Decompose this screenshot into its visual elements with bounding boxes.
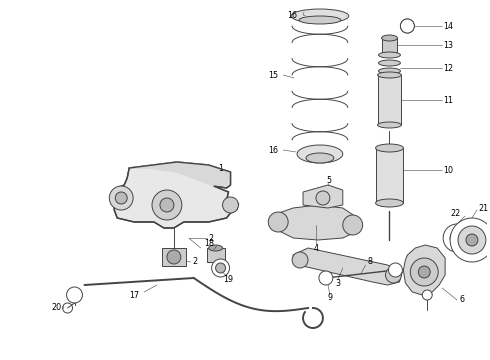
Text: 4: 4: [314, 243, 319, 252]
Ellipse shape: [379, 52, 400, 58]
Ellipse shape: [378, 122, 401, 128]
Circle shape: [443, 224, 471, 252]
Ellipse shape: [379, 68, 400, 74]
Circle shape: [268, 212, 288, 232]
Ellipse shape: [291, 9, 349, 23]
Ellipse shape: [375, 199, 403, 207]
Ellipse shape: [297, 145, 343, 163]
Circle shape: [458, 226, 486, 254]
Circle shape: [316, 191, 330, 205]
Text: 1: 1: [219, 163, 223, 172]
Text: 17: 17: [129, 291, 139, 300]
Circle shape: [63, 303, 73, 313]
Text: 9: 9: [328, 293, 333, 302]
Circle shape: [400, 19, 415, 33]
Text: 8: 8: [368, 257, 372, 266]
Circle shape: [422, 290, 432, 300]
Circle shape: [319, 271, 333, 285]
Text: 6: 6: [459, 296, 464, 305]
Text: 16: 16: [268, 145, 278, 154]
Circle shape: [404, 23, 410, 29]
Circle shape: [115, 192, 127, 204]
Circle shape: [222, 197, 239, 213]
Ellipse shape: [382, 35, 397, 41]
Circle shape: [450, 231, 464, 245]
Text: 21: 21: [478, 203, 488, 212]
Text: 11: 11: [443, 95, 453, 104]
Text: 18: 18: [204, 239, 214, 248]
Circle shape: [410, 258, 438, 286]
Text: 15: 15: [268, 71, 278, 80]
Text: 19: 19: [223, 275, 234, 284]
Bar: [382, 38, 397, 52]
Text: 13: 13: [443, 41, 453, 50]
Text: 16: 16: [287, 10, 297, 19]
Text: 2: 2: [193, 257, 198, 266]
Ellipse shape: [306, 153, 334, 163]
Circle shape: [292, 252, 308, 268]
Polygon shape: [293, 248, 402, 285]
Text: 22: 22: [450, 208, 460, 217]
Text: 3: 3: [336, 279, 341, 288]
Circle shape: [167, 250, 181, 264]
Polygon shape: [114, 162, 239, 228]
Ellipse shape: [299, 16, 341, 24]
Bar: [378, 75, 401, 125]
Polygon shape: [403, 245, 445, 295]
Ellipse shape: [378, 72, 401, 78]
Bar: [207, 248, 224, 262]
Polygon shape: [129, 162, 230, 186]
Circle shape: [418, 266, 430, 278]
Polygon shape: [303, 185, 343, 208]
Ellipse shape: [379, 60, 400, 66]
Text: 20: 20: [51, 303, 62, 312]
Circle shape: [67, 287, 82, 303]
Text: 5: 5: [326, 176, 331, 185]
Circle shape: [343, 215, 363, 235]
Circle shape: [216, 263, 225, 273]
Circle shape: [109, 186, 133, 210]
Bar: [162, 248, 186, 266]
Text: 10: 10: [443, 166, 453, 175]
Ellipse shape: [375, 144, 403, 152]
Circle shape: [212, 259, 229, 277]
Text: 2: 2: [209, 234, 214, 243]
Ellipse shape: [209, 245, 222, 251]
Circle shape: [386, 267, 401, 283]
Circle shape: [389, 263, 402, 277]
Circle shape: [466, 234, 478, 246]
Polygon shape: [271, 205, 358, 240]
Circle shape: [152, 190, 182, 220]
Text: 14: 14: [443, 22, 453, 31]
Circle shape: [450, 218, 490, 262]
Circle shape: [400, 19, 415, 33]
Circle shape: [160, 198, 174, 212]
Text: 12: 12: [443, 63, 453, 72]
Bar: [375, 148, 403, 203]
